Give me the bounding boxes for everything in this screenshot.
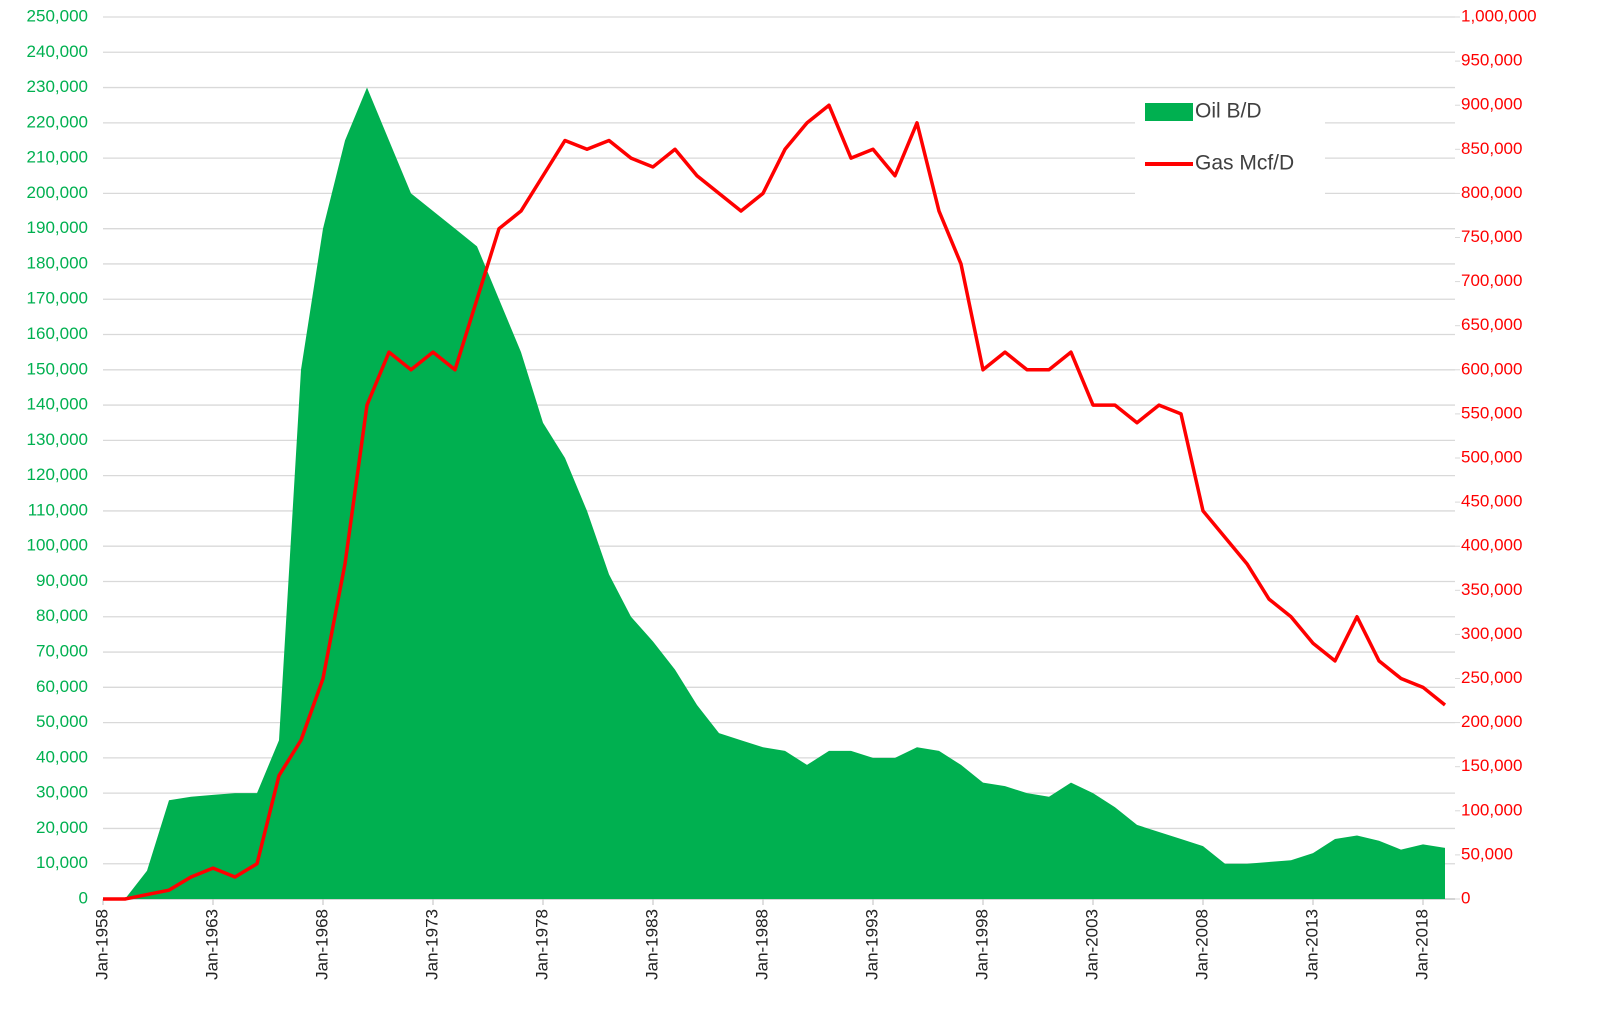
- y2-tick-label: 50,000: [1461, 844, 1513, 863]
- x-tick-label: Jan-1978: [532, 909, 551, 980]
- y2-tick-label: 500,000: [1461, 447, 1522, 466]
- x-tick-label: Jan-1973: [422, 909, 441, 980]
- y2-tick-label: 700,000: [1461, 271, 1522, 290]
- y2-tick-label: 200,000: [1461, 712, 1522, 731]
- x-tick-label: Jan-1983: [642, 909, 661, 980]
- y-tick-label: 60,000: [36, 677, 88, 696]
- x-tick-label: Jan-2013: [1302, 909, 1321, 980]
- y-tick-label: 190,000: [27, 218, 88, 237]
- y-tick-label: 110,000: [28, 500, 88, 519]
- x-tick-label: Jan-2018: [1412, 909, 1431, 980]
- y-tick-label: 240,000: [27, 42, 88, 61]
- y-tick-label: 40,000: [36, 747, 88, 766]
- x-tick-label: Jan-1998: [972, 909, 991, 980]
- y-tick-label: 220,000: [27, 112, 88, 131]
- y2-tick-label: 550,000: [1461, 403, 1522, 422]
- y2-tick-label: 150,000: [1461, 756, 1522, 775]
- x-tick-label: Jan-2003: [1082, 909, 1101, 980]
- y2-tick-label: 850,000: [1461, 139, 1522, 158]
- y-tick-label: 90,000: [36, 571, 88, 590]
- y2-tick-label: 800,000: [1461, 183, 1522, 202]
- y-tick-label: 50,000: [36, 712, 88, 731]
- y2-tick-label: 1,000,000: [1461, 6, 1537, 25]
- y2-tick-label: 450,000: [1461, 492, 1522, 511]
- x-tick-label: Jan-1963: [202, 909, 221, 980]
- y2-tick-label: 0: [1461, 888, 1470, 907]
- x-tick-label: Jan-1988: [752, 909, 771, 980]
- y-tick-label: 170,000: [27, 289, 88, 308]
- legend-label: Gas Mcf/D: [1195, 152, 1294, 175]
- y-tick-label: 120,000: [27, 465, 88, 484]
- x-tick-label: Jan-1993: [862, 909, 881, 980]
- y-tick-label: 20,000: [36, 818, 88, 837]
- oil-area: [103, 87, 1445, 899]
- y-tick-label: 0: [79, 888, 88, 907]
- legend-label: Oil B/D: [1195, 100, 1262, 123]
- y-tick-label: 100,000: [27, 536, 88, 555]
- legend-swatch: [1145, 103, 1193, 121]
- y-tick-label: 200,000: [27, 183, 88, 202]
- y2-tick-label: 400,000: [1461, 536, 1522, 555]
- y-tick-label: 10,000: [36, 853, 88, 872]
- y-tick-label: 180,000: [27, 253, 88, 272]
- y2-tick-label: 750,000: [1461, 227, 1522, 246]
- y-tick-label: 210,000: [27, 148, 88, 167]
- y2-tick-label: 950,000: [1461, 51, 1522, 70]
- y2-tick-label: 100,000: [1461, 800, 1522, 819]
- y-tick-label: 130,000: [27, 430, 88, 449]
- y2-tick-label: 300,000: [1461, 624, 1522, 643]
- y-tick-label: 30,000: [36, 783, 88, 802]
- y2-tick-label: 650,000: [1461, 315, 1522, 334]
- y2-tick-label: 600,000: [1461, 359, 1522, 378]
- y-tick-label: 250,000: [27, 6, 88, 25]
- y2-tick-label: 900,000: [1461, 95, 1522, 114]
- y-tick-label: 230,000: [27, 77, 88, 96]
- x-tick-label: Jan-1968: [312, 909, 331, 980]
- y-tick-label: 80,000: [36, 606, 88, 625]
- gas-line: [103, 103, 1447, 901]
- y2-tick-label: 350,000: [1461, 580, 1522, 599]
- y-tick-label: 160,000: [27, 324, 88, 343]
- y2-tick-label: 250,000: [1461, 668, 1522, 687]
- x-tick-label: Jan-2008: [1192, 909, 1211, 980]
- y-tick-label: 140,000: [27, 395, 88, 414]
- y-tick-label: 150,000: [27, 359, 88, 378]
- x-tick-label: Jan-1958: [92, 909, 111, 980]
- y-tick-label: 70,000: [36, 642, 88, 661]
